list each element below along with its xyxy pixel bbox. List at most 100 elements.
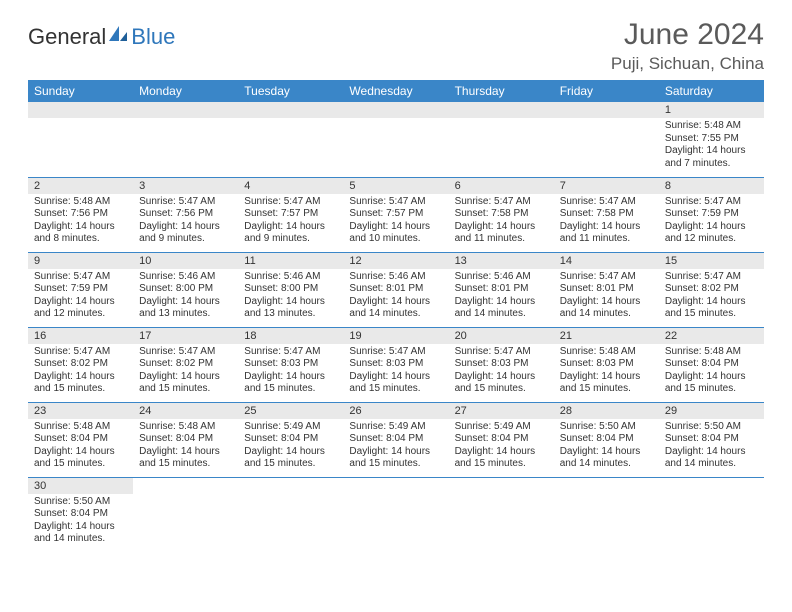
daylight-text: Daylight: 14 hours and 7 minutes. [665,145,758,170]
calendar-cell: 15Sunrise: 5:47 AMSunset: 8:02 PMDayligh… [659,252,764,327]
daylight-text: Daylight: 14 hours and 13 minutes. [139,296,232,321]
calendar-cell: 5Sunrise: 5:47 AMSunset: 7:57 PMDaylight… [343,177,448,252]
page-header: General Blue June 2024 Puji, Sichuan, Ch… [28,18,764,74]
day-number [133,102,238,118]
calendar-cell: 11Sunrise: 5:46 AMSunset: 8:00 PMDayligh… [238,252,343,327]
day-number [554,478,659,494]
sunrise-text: Sunrise: 5:46 AM [349,271,442,284]
day-number: 2 [28,178,133,194]
daylight-text: Daylight: 14 hours and 9 minutes. [244,221,337,246]
day-number [554,102,659,118]
sunrise-text: Sunrise: 5:47 AM [244,346,337,359]
calendar-cell [133,477,238,552]
calendar-week: 2Sunrise: 5:48 AMSunset: 7:56 PMDaylight… [28,177,764,252]
sunrise-text: Sunrise: 5:47 AM [34,346,127,359]
sunrise-text: Sunrise: 5:47 AM [349,346,442,359]
calendar-cell [238,102,343,177]
calendar-head: SundayMondayTuesdayWednesdayThursdayFrid… [28,80,764,102]
day-details: Sunrise: 5:47 AMSunset: 8:01 PMDaylight:… [554,269,659,325]
calendar-cell: 10Sunrise: 5:46 AMSunset: 8:00 PMDayligh… [133,252,238,327]
day-details: Sunrise: 5:50 AMSunset: 8:04 PMDaylight:… [659,419,764,475]
day-details: Sunrise: 5:46 AMSunset: 8:00 PMDaylight:… [238,269,343,325]
day-number: 23 [28,403,133,419]
sunrise-text: Sunrise: 5:47 AM [455,196,548,209]
day-details: Sunrise: 5:47 AMSunset: 7:58 PMDaylight:… [449,194,554,250]
sunrise-text: Sunrise: 5:48 AM [665,120,758,133]
sunrise-text: Sunrise: 5:48 AM [560,346,653,359]
sunrise-text: Sunrise: 5:47 AM [665,271,758,284]
day-number: 1 [659,102,764,118]
calendar-cell: 19Sunrise: 5:47 AMSunset: 8:03 PMDayligh… [343,327,448,402]
calendar-cell [28,102,133,177]
sunset-text: Sunset: 8:00 PM [244,283,337,296]
day-number: 6 [449,178,554,194]
sunset-text: Sunset: 8:01 PM [349,283,442,296]
sunrise-text: Sunrise: 5:48 AM [139,421,232,434]
day-details: Sunrise: 5:46 AMSunset: 8:00 PMDaylight:… [133,269,238,325]
day-details: Sunrise: 5:48 AMSunset: 8:03 PMDaylight:… [554,344,659,400]
calendar-cell: 30Sunrise: 5:50 AMSunset: 8:04 PMDayligh… [28,477,133,552]
day-details: Sunrise: 5:47 AMSunset: 7:59 PMDaylight:… [659,194,764,250]
daylight-text: Daylight: 14 hours and 15 minutes. [34,371,127,396]
calendar-cell: 24Sunrise: 5:48 AMSunset: 8:04 PMDayligh… [133,402,238,477]
day-header: Monday [133,80,238,102]
day-number: 28 [554,403,659,419]
daylight-text: Daylight: 14 hours and 15 minutes. [139,446,232,471]
calendar-cell [343,477,448,552]
daylight-text: Daylight: 14 hours and 10 minutes. [349,221,442,246]
calendar-cell: 13Sunrise: 5:46 AMSunset: 8:01 PMDayligh… [449,252,554,327]
sunrise-text: Sunrise: 5:50 AM [34,496,127,509]
calendar-cell: 3Sunrise: 5:47 AMSunset: 7:56 PMDaylight… [133,177,238,252]
calendar-cell: 20Sunrise: 5:47 AMSunset: 8:03 PMDayligh… [449,327,554,402]
day-number: 30 [28,478,133,494]
day-details: Sunrise: 5:47 AMSunset: 7:58 PMDaylight:… [554,194,659,250]
day-number: 22 [659,328,764,344]
day-details: Sunrise: 5:48 AMSunset: 8:04 PMDaylight:… [659,344,764,400]
daylight-text: Daylight: 14 hours and 14 minutes. [665,446,758,471]
daylight-text: Daylight: 14 hours and 14 minutes. [560,446,653,471]
day-header: Wednesday [343,80,448,102]
day-details: Sunrise: 5:47 AMSunset: 8:03 PMDaylight:… [238,344,343,400]
day-details: Sunrise: 5:50 AMSunset: 8:04 PMDaylight:… [28,494,133,550]
day-details: Sunrise: 5:48 AMSunset: 8:04 PMDaylight:… [28,419,133,475]
day-details: Sunrise: 5:46 AMSunset: 8:01 PMDaylight:… [449,269,554,325]
calendar-cell [659,477,764,552]
day-details: Sunrise: 5:48 AMSunset: 7:56 PMDaylight:… [28,194,133,250]
day-number [133,478,238,494]
daylight-text: Daylight: 14 hours and 14 minutes. [455,296,548,321]
sunrise-text: Sunrise: 5:46 AM [139,271,232,284]
sunrise-text: Sunrise: 5:48 AM [34,196,127,209]
calendar-week: 9Sunrise: 5:47 AMSunset: 7:59 PMDaylight… [28,252,764,327]
day-number: 24 [133,403,238,419]
day-number: 14 [554,253,659,269]
day-number: 25 [238,403,343,419]
calendar-cell: 9Sunrise: 5:47 AMSunset: 7:59 PMDaylight… [28,252,133,327]
day-number [449,102,554,118]
brand-text-2: Blue [131,24,175,50]
calendar-cell: 17Sunrise: 5:47 AMSunset: 8:02 PMDayligh… [133,327,238,402]
sunset-text: Sunset: 8:03 PM [244,358,337,371]
daylight-text: Daylight: 14 hours and 15 minutes. [349,446,442,471]
day-number: 20 [449,328,554,344]
sunrise-text: Sunrise: 5:49 AM [455,421,548,434]
day-number [28,102,133,118]
sunrise-text: Sunrise: 5:47 AM [139,346,232,359]
calendar-cell: 12Sunrise: 5:46 AMSunset: 8:01 PMDayligh… [343,252,448,327]
sunset-text: Sunset: 7:55 PM [665,133,758,146]
sunset-text: Sunset: 7:57 PM [349,208,442,221]
day-details: Sunrise: 5:50 AMSunset: 8:04 PMDaylight:… [554,419,659,475]
calendar-cell: 22Sunrise: 5:48 AMSunset: 8:04 PMDayligh… [659,327,764,402]
daylight-text: Daylight: 14 hours and 15 minutes. [665,296,758,321]
day-number: 18 [238,328,343,344]
day-details: Sunrise: 5:47 AMSunset: 8:03 PMDaylight:… [343,344,448,400]
daylight-text: Daylight: 14 hours and 15 minutes. [455,446,548,471]
day-number: 29 [659,403,764,419]
calendar-cell [449,102,554,177]
day-details: Sunrise: 5:47 AMSunset: 8:02 PMDaylight:… [133,344,238,400]
calendar-cell: 25Sunrise: 5:49 AMSunset: 8:04 PMDayligh… [238,402,343,477]
calendar-cell: 2Sunrise: 5:48 AMSunset: 7:56 PMDaylight… [28,177,133,252]
day-number: 19 [343,328,448,344]
day-number: 17 [133,328,238,344]
daylight-text: Daylight: 14 hours and 15 minutes. [349,371,442,396]
sunrise-text: Sunrise: 5:47 AM [349,196,442,209]
